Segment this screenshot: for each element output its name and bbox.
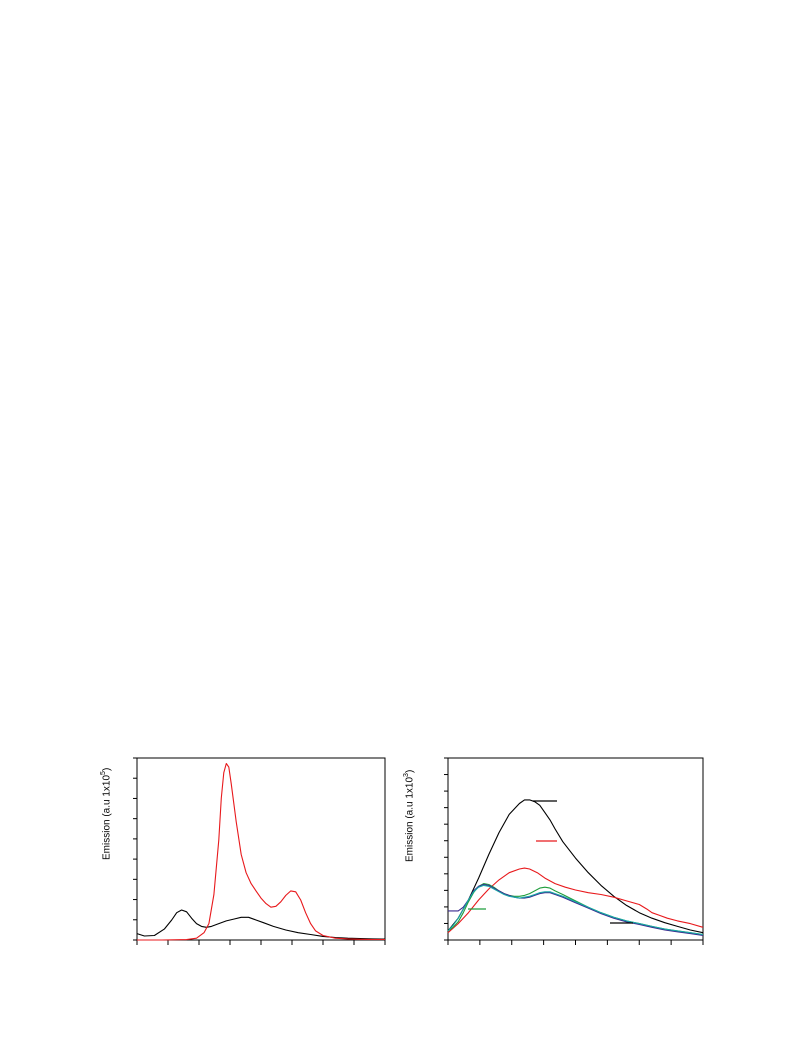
right-y-axis-label-exponent: 3 <box>403 773 410 777</box>
left-chart <box>133 757 386 945</box>
right-y-axis-label-suffix: ) <box>404 769 416 774</box>
left-y-axis-label: Emission (a.u 1x105) <box>100 768 112 860</box>
plot-frame <box>447 757 704 941</box>
left-y-axis-label-prefix: Emission (a.u 1x10 <box>101 774 113 860</box>
left-y-axis-label-exponent: 5 <box>100 771 107 775</box>
left-y-axis-label-suffix: ) <box>101 767 113 772</box>
series-line-0 <box>447 799 704 934</box>
right-y-axis-label-prefix: Emission (a.u 1x10 <box>404 776 416 862</box>
series-line-4 <box>447 884 704 936</box>
right-y-axis-label: Emission (a.u 1x103) <box>403 770 415 862</box>
series-line-1 <box>137 762 385 941</box>
plot-frame <box>136 757 386 941</box>
right-chart <box>444 757 704 945</box>
series-line-0 <box>136 909 386 940</box>
